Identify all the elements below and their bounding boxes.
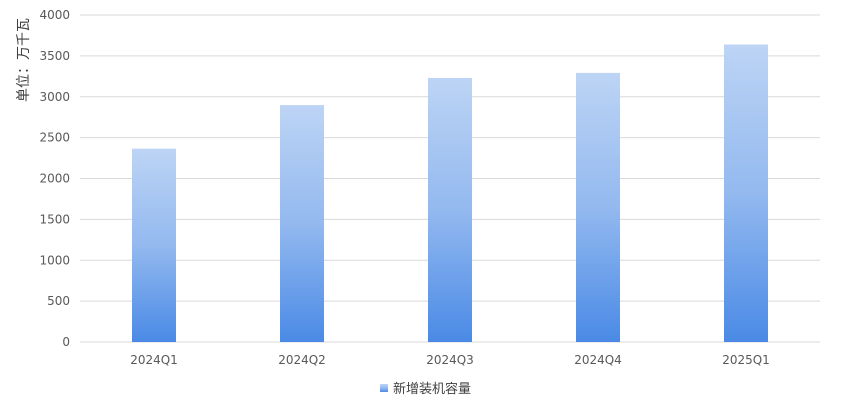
bar-2025Q1 (724, 44, 768, 342)
legend: 新增装机容量 (380, 381, 471, 397)
x-tick-label: 2025Q1 (722, 353, 770, 367)
legend-swatch (380, 384, 388, 392)
y-tick-label: 2500 (39, 131, 70, 145)
y-axis-label: 单位：万千瓦 (16, 18, 32, 102)
y-axis-ticks: 0 500 1000 1500 2000 2500 3000 3500 4000 (39, 8, 70, 349)
bar-2024Q3 (428, 77, 472, 342)
x-tick-label: 2024Q2 (278, 353, 326, 367)
y-tick-label: 500 (47, 294, 70, 308)
x-axis-ticks: 2024Q1 2024Q2 2024Q3 2024Q4 2025Q1 (130, 353, 770, 367)
y-tick-label: 1500 (39, 212, 70, 226)
y-tick-label: 3500 (39, 49, 70, 63)
y-tick-label: 4000 (39, 8, 70, 22)
y-tick-label: 1000 (39, 253, 70, 267)
y-tick-label: 2000 (39, 172, 70, 186)
y-tick-label: 0 (62, 335, 70, 349)
bars (132, 44, 768, 342)
y-tick-label: 3000 (39, 90, 70, 104)
x-tick-label: 2024Q3 (426, 353, 474, 367)
x-tick-label: 2024Q1 (130, 353, 178, 367)
x-tick-label: 2024Q4 (574, 353, 622, 367)
bar-2024Q4 (576, 72, 620, 342)
legend-label: 新增装机容量 (393, 381, 471, 397)
bar-2024Q1 (132, 148, 176, 342)
bar-2024Q2 (280, 105, 324, 342)
